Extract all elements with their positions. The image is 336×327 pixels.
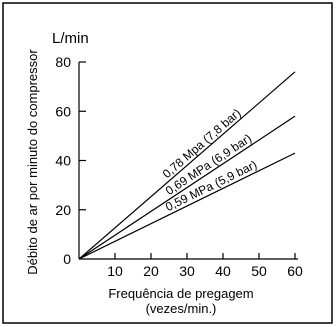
y-axis-label: Débito de ar por minuto do compressor <box>25 49 40 275</box>
y-tick-label: 80 <box>55 54 71 70</box>
y-tick-label: 0 <box>63 251 71 267</box>
y-tick-label: 40 <box>55 153 71 169</box>
y-axis-unit: L/min <box>52 30 89 47</box>
x-tick-label: 30 <box>179 263 195 279</box>
series-line <box>78 71 296 260</box>
x-tick-label: 60 <box>287 263 303 279</box>
chart-frame <box>2 2 333 324</box>
series-lines: 0,78 Mpa (7,8 bar)0,69 MPa (6,9 bar)0,59… <box>78 71 296 260</box>
x-tick-label: 40 <box>215 263 231 279</box>
x-tick-label: 20 <box>143 263 159 279</box>
y-tick-label: 20 <box>55 202 71 218</box>
x-axis-label-line2: (vezes/min.) <box>146 301 217 316</box>
series-line <box>78 115 296 260</box>
y-tick-label: 60 <box>55 103 71 119</box>
y-ticks: 0 20 40 60 80 <box>55 54 86 267</box>
x-tick-label: 50 <box>251 263 267 279</box>
x-axis-label-line1: Frequência de pregagem <box>108 286 253 301</box>
x-ticks: 10 20 30 40 50 60 <box>107 253 303 279</box>
series-line <box>78 152 296 260</box>
x-tick-label: 10 <box>107 263 123 279</box>
